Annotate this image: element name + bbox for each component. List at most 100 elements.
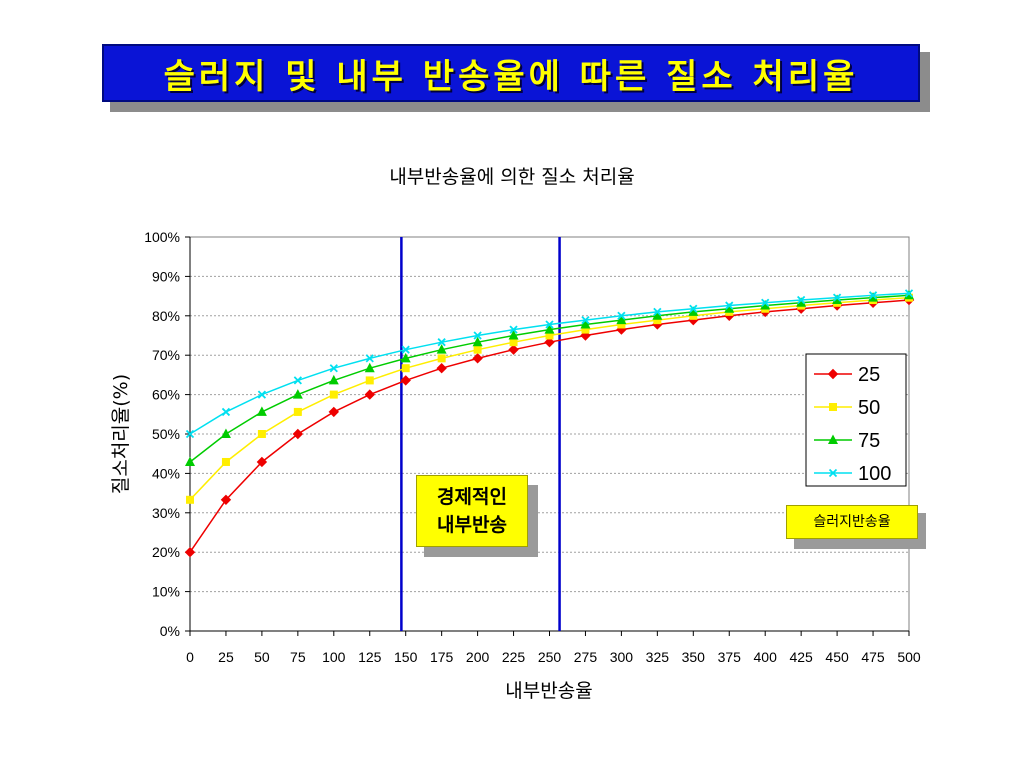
x-axis-title: 내부반송율 [505,680,592,702]
x-mark-stroke [581,315,590,325]
economical-internal-return-note: 경제적인 내부반송 [416,475,528,547]
data-point [401,364,410,373]
data-point [652,310,663,320]
data-point [616,314,627,325]
x-mark-stroke [617,311,626,320]
y-tick-label: 60% [152,387,180,403]
data-point [796,297,807,307]
x-mark-stroke [828,468,838,478]
data-point [186,495,194,504]
data-point [545,331,554,340]
x-tick-label: 300 [610,649,634,665]
data-point [688,306,699,316]
data-point [653,307,662,316]
legend-entry: 25 [814,364,880,386]
legend-label: 75 [858,430,880,452]
legend-entry: 100 [814,463,891,485]
data-point [617,311,626,320]
data-point [725,301,734,310]
title-banner: 슬러지 및 내부 반송율에 따른 질소 처리율 [102,44,920,102]
legend-label: 50 [858,397,880,419]
x-tick-label: 400 [754,649,778,665]
data-point [221,407,231,417]
data-point [545,320,554,329]
economical-note-line2: 내부반송 [437,514,507,536]
data-point [185,456,195,466]
x-mark-stroke [689,304,698,313]
data-point [292,428,304,440]
x-mark-stroke [545,320,554,329]
data-point [400,375,411,386]
x-mark-stroke [509,325,518,334]
legend-swatch-marker [829,403,837,411]
x-tick-label: 275 [574,649,598,665]
y-tick-label: 30% [152,505,180,521]
y-tick-label: 0% [160,623,180,639]
y-tick-label: 100% [144,229,180,245]
data-point [797,295,806,305]
series-100 [185,289,914,439]
data-point [329,390,338,399]
y-tick-label: 10% [152,584,180,600]
data-point [761,298,770,307]
x-mark-stroke [365,354,374,363]
x-mark-stroke [257,390,267,399]
y-tick-label: 40% [152,465,180,481]
y-tick-label: 80% [152,308,180,324]
x-mark-stroke [725,301,734,310]
data-point [437,354,446,363]
data-point [437,338,446,347]
x-tick-label: 0 [186,649,194,665]
data-point [472,336,483,347]
data-point [653,316,662,325]
x-tick-label: 425 [789,649,813,665]
data-point [257,430,266,438]
data-point [508,344,519,355]
plot-area [189,236,910,632]
data-point [436,362,447,374]
data-point [220,428,231,438]
data-point [293,376,302,385]
data-point [256,456,268,468]
data-point [508,330,519,340]
x-tick-label: 75 [290,649,306,665]
economical-note-line1: 경제적인 [437,486,507,508]
x-mark-stroke [868,291,878,300]
legend-box [805,353,907,487]
x-tick-label: 225 [502,649,526,665]
data-point [473,331,482,340]
legend-entry: 50 [814,397,880,419]
vertical-marker-lines [400,237,561,631]
data-point [904,289,914,298]
data-point [328,406,340,418]
x-tick-label: 200 [466,649,490,665]
x-mark-stroke [293,376,302,385]
data-point [832,294,843,305]
data-point [581,325,590,334]
data-point [400,352,411,363]
x-mark-stroke [761,298,770,307]
x-axis-ticks: 0 25 50 75 100 125 150 175 200 225 250 275 300 325 350… [186,631,921,665]
data-point [580,318,591,329]
data-point [509,325,518,334]
x-tick-label: 150 [394,649,418,665]
data-point [724,303,735,313]
data-point [760,300,771,310]
legend-swatch-marker [828,468,838,478]
data-point [365,354,374,363]
y-axis-ticks: 0% 10% 20% 30% 40% 50% 60% 70% 80% 90% 100% [144,229,909,639]
data-point [617,320,626,329]
y-tick-label: 70% [152,347,180,363]
data-point [509,338,518,347]
data-point [329,364,338,373]
data-point [472,353,483,364]
data-point [473,345,482,354]
x-tick-label: 325 [646,649,670,665]
data-point [581,315,590,325]
x-tick-label: 375 [718,649,742,665]
data-point [185,429,195,439]
data-point [364,362,375,373]
data-point [184,546,196,558]
x-mark-stroke [437,338,446,347]
data-point [292,389,303,399]
